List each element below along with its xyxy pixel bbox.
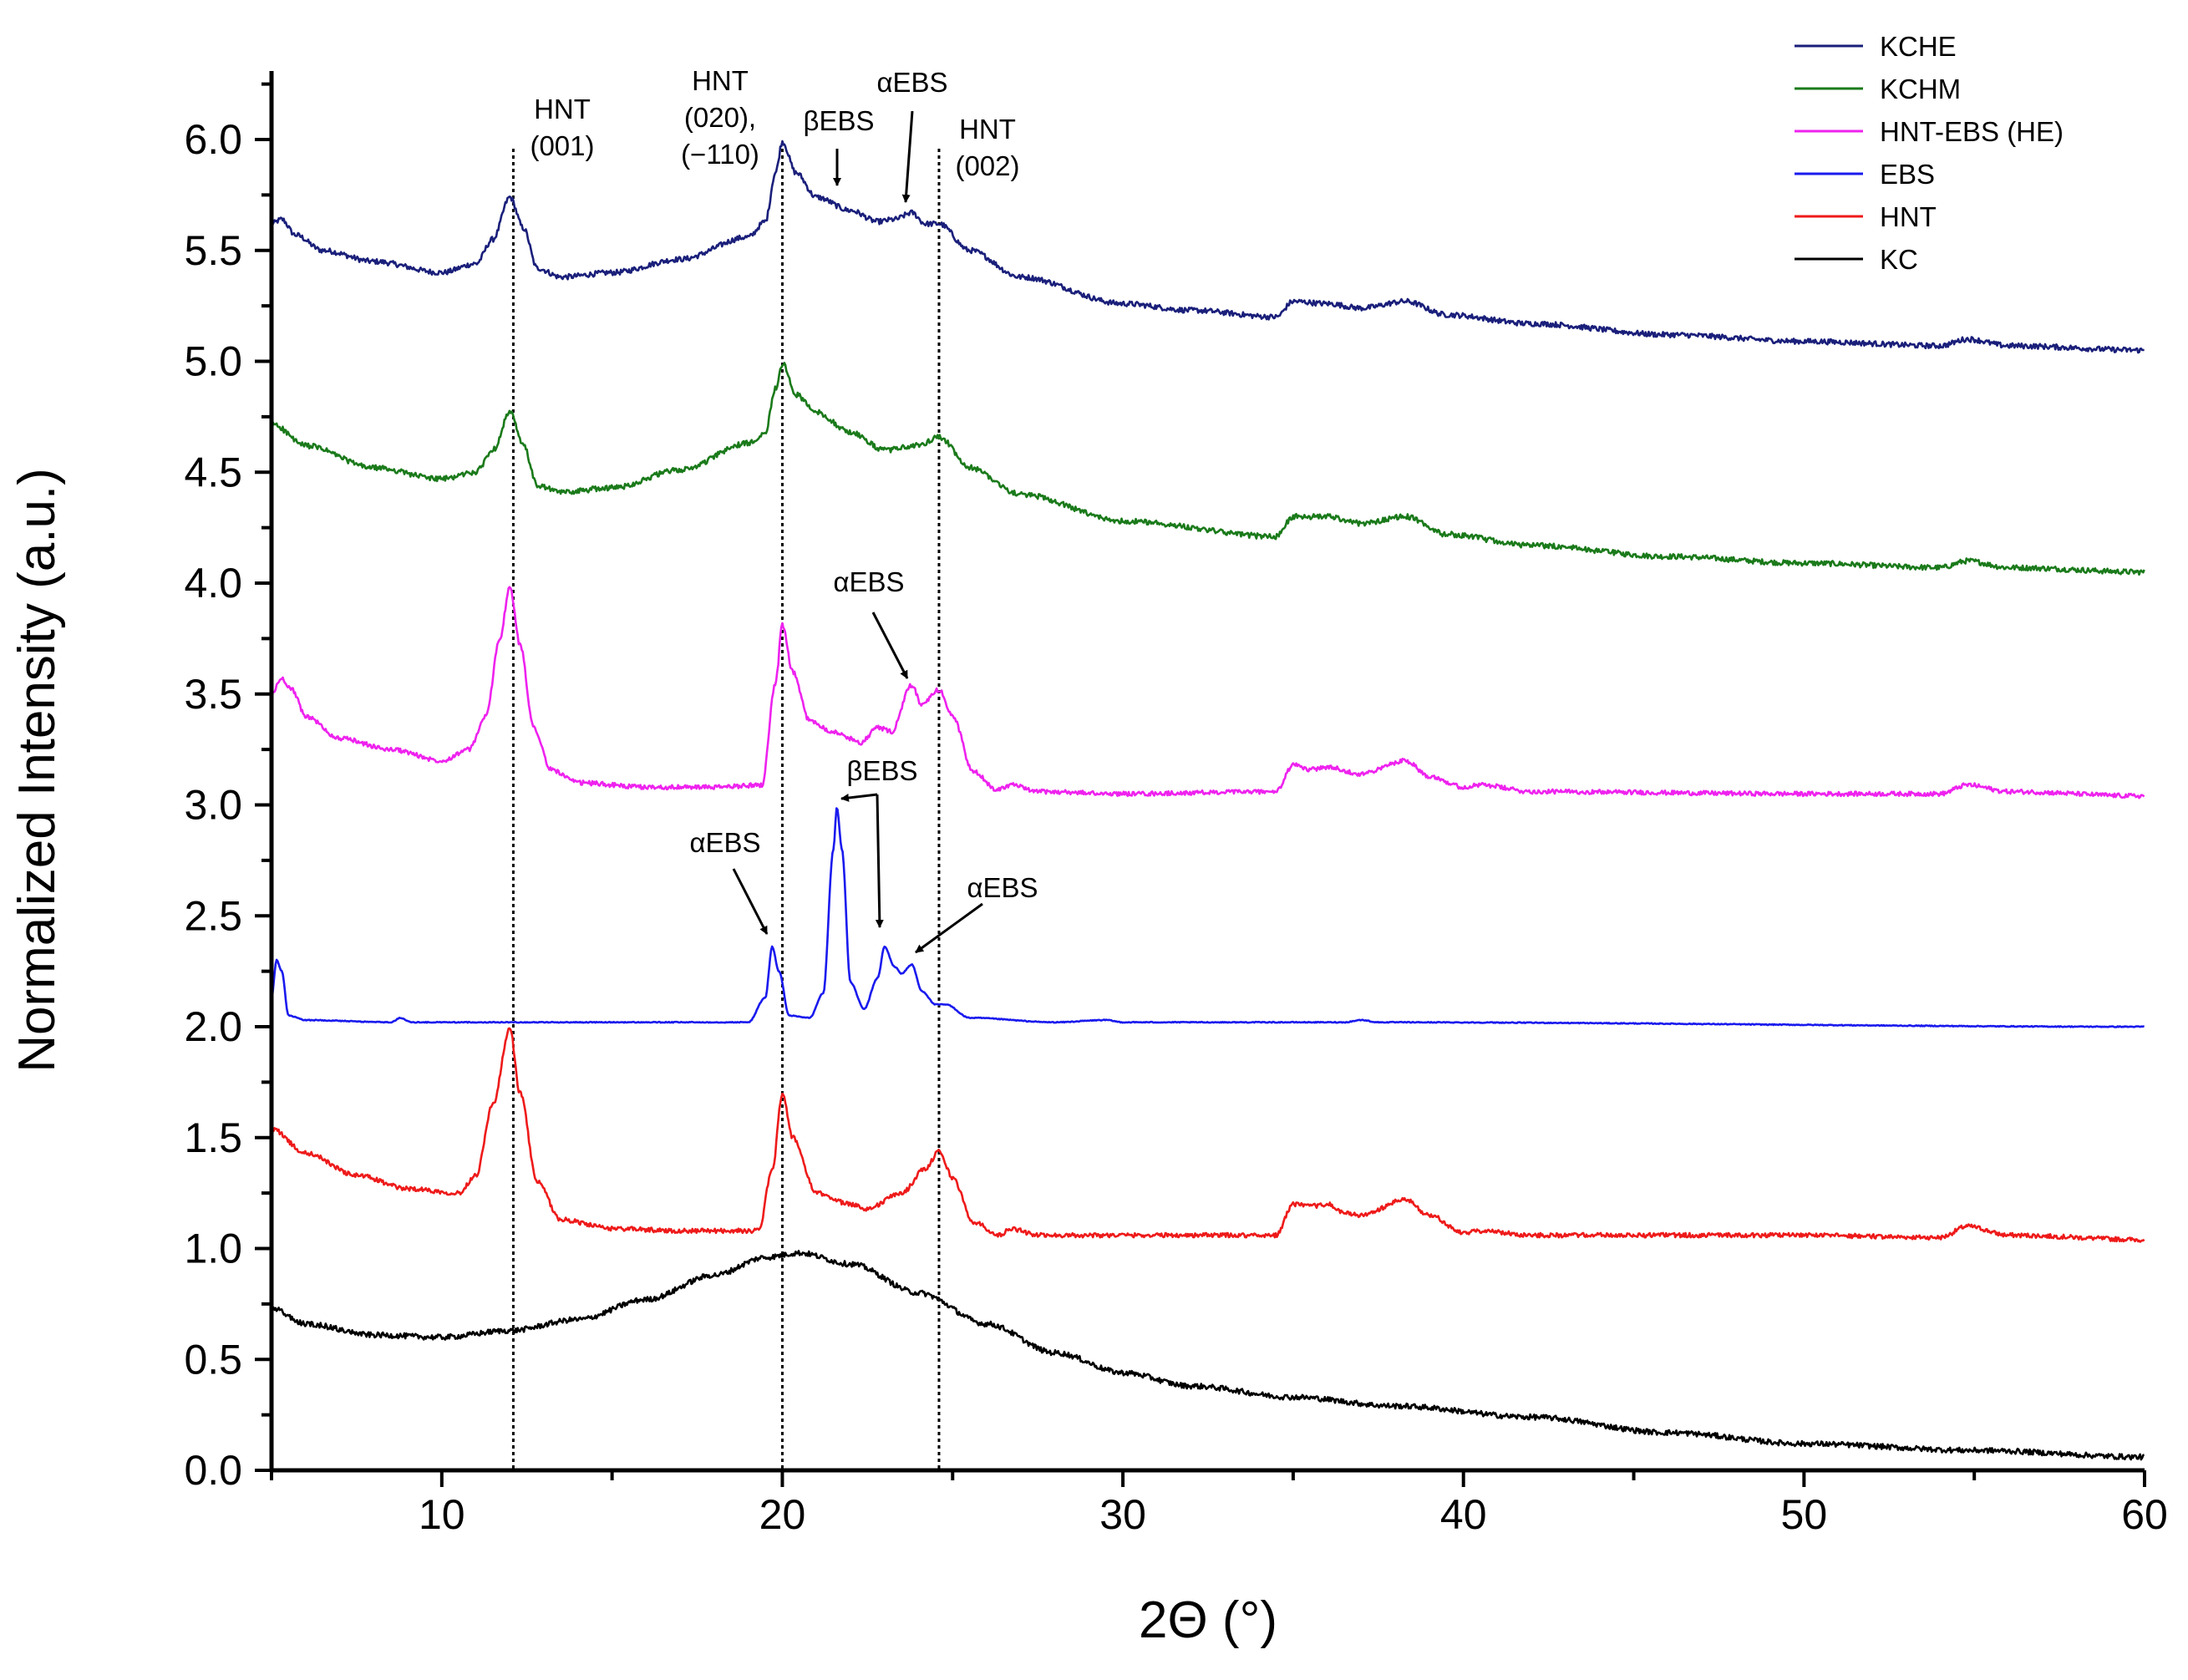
annotations: HNT (001) HNT (020), (−110) HNT (002) βE…	[530, 65, 1038, 954]
hnt-020-label-line1: HNT	[692, 65, 749, 96]
y-tick-label: 3.0	[184, 782, 242, 829]
he-alpha-ebs-arrow	[871, 612, 909, 679]
series-kche	[270, 140, 2145, 354]
ebs-beta-arrow-down	[875, 794, 884, 928]
y-tick-label: 5.5	[184, 227, 242, 274]
series-ebs	[270, 807, 2145, 1028]
legend-label: HNT-EBS (HE)	[1880, 116, 2064, 147]
top-beta-ebs-label: βEBS	[803, 105, 874, 136]
ebs-beta-arrow-left	[840, 793, 878, 802]
y-tick-label: 6.0	[184, 116, 242, 163]
hnt-002-label-line2: (002)	[955, 150, 1019, 181]
y-tick-label: 4.5	[184, 449, 242, 495]
he-alpha-ebs-label: αEBS	[833, 566, 904, 597]
legend-label: EBS	[1880, 159, 1935, 190]
x-tick-label: 10	[419, 1491, 465, 1538]
hnt-002-label-line1: HNT	[959, 114, 1016, 145]
ebs-alpha-left-arrow	[732, 868, 769, 935]
series-hnt	[271, 1027, 2145, 1243]
hnt-020-label-line2: (020),	[684, 102, 756, 133]
y-tick-label: 2.0	[184, 1003, 242, 1050]
y-tick-label: 3.5	[184, 671, 242, 718]
series-kchm	[271, 362, 2145, 576]
hnt-001-label-line1: HNT	[534, 94, 591, 124]
ebs-alpha-left-label: αEBS	[689, 827, 760, 858]
x-tick-label: 50	[1781, 1491, 1828, 1538]
x-ticks: 10 20 30 40 50 60	[270, 1470, 2168, 1538]
ebs-alpha-right-arrow	[915, 902, 983, 954]
x-tick-label: 30	[1099, 1491, 1146, 1538]
legend-label: HNT	[1880, 201, 1937, 232]
ebs-beta-label: βEBS	[846, 755, 917, 786]
legend-label: KC	[1880, 244, 1918, 275]
ebs-alpha-right-label: αEBS	[967, 872, 1038, 903]
legend-label: KCHM	[1880, 74, 1961, 104]
y-tick-label: 0.5	[184, 1336, 242, 1383]
y-tick-label: 4.0	[184, 560, 242, 607]
x-tick-label: 60	[2121, 1491, 2168, 1538]
series-group	[270, 140, 2145, 1461]
y-tick-label: 1.0	[184, 1226, 242, 1272]
x-tick-label: 20	[759, 1491, 806, 1538]
y-axis-title: Normalized Intensity (a.u.)	[8, 468, 66, 1073]
y-tick-label: 0.0	[184, 1447, 242, 1494]
y-tick-label: 5.0	[184, 338, 242, 385]
y-ticks: 0.0 0.5 1.0 1.5 2.0 2.5 3.0 3.5 4.0 4.5 5.0 5.5 6.0	[184, 82, 272, 1494]
top-alpha-ebs-arrow	[901, 110, 914, 203]
y-tick-label: 1.5	[184, 1114, 242, 1161]
legend-label: KCHE	[1880, 31, 1957, 62]
y-tick-label: 2.5	[184, 892, 242, 939]
hnt-001-label-line2: (001)	[530, 130, 594, 161]
series-kc	[270, 1250, 2145, 1461]
top-alpha-ebs-label: αEBS	[876, 67, 947, 98]
x-axis-title: 2Θ (°)	[1139, 1591, 1277, 1649]
legend: KCHE KCHM HNT-EBS (HE) EBS HNT KC	[1795, 31, 2064, 275]
hnt-020-label-line3: (−110)	[681, 139, 759, 170]
x-tick-label: 40	[1440, 1491, 1487, 1538]
series-hnt-ebs-he	[271, 586, 2145, 799]
